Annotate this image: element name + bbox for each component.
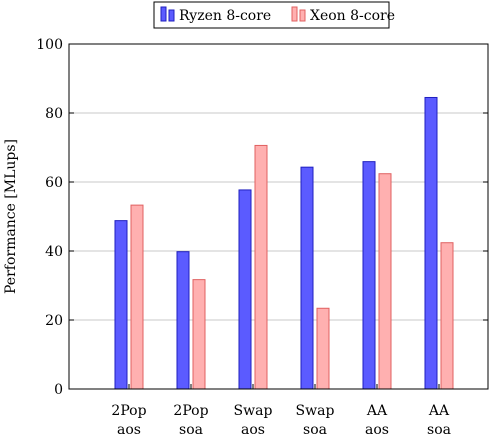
y-tick-label: 80 bbox=[45, 106, 63, 122]
legend-swatch bbox=[160, 6, 167, 22]
x-category-label: Swap bbox=[234, 403, 273, 419]
bars bbox=[114, 96, 454, 390]
x-category-label: 2Pop bbox=[111, 403, 146, 419]
x-category-label: soa bbox=[179, 422, 203, 434]
y-axis-ticks: 0 20 40 60 80 100 bbox=[36, 37, 488, 398]
x-category-label: AA bbox=[428, 403, 450, 419]
bar-xeon bbox=[316, 307, 330, 390]
bar-ryzen bbox=[300, 166, 314, 390]
y-tick-label: 0 bbox=[54, 382, 63, 398]
y-tick-label: 20 bbox=[45, 313, 63, 329]
legend-swatch bbox=[291, 6, 298, 22]
y-tick-label: 40 bbox=[45, 244, 63, 260]
legend: Ryzen 8-core Xeon 8-core bbox=[153, 1, 395, 29]
legend-label: Ryzen 8-core bbox=[179, 8, 271, 24]
y-tick-label: 60 bbox=[45, 175, 63, 191]
legend-label: Xeon 8-core bbox=[310, 8, 395, 24]
legend-swatch bbox=[168, 9, 175, 22]
bar-xeon bbox=[254, 144, 268, 390]
x-category-label: soa bbox=[427, 422, 451, 434]
x-category-label: aos bbox=[241, 422, 265, 434]
x-category-label: aos bbox=[365, 422, 389, 434]
bar-ryzen bbox=[114, 220, 128, 390]
x-category-label: Swap bbox=[296, 403, 335, 419]
plot-frame bbox=[68, 43, 489, 390]
x-category-label: 2Pop bbox=[173, 403, 208, 419]
bar-ryzen bbox=[176, 251, 190, 390]
bar-xeon bbox=[440, 242, 454, 390]
bar-xeon bbox=[130, 204, 144, 390]
bar-xeon bbox=[192, 279, 206, 390]
bar-ryzen bbox=[424, 96, 438, 390]
x-category-label: soa bbox=[303, 422, 327, 434]
x-axis-labels: 2Pop aos 2Pop soa Swap aos Swap soa AA aos AA soa bbox=[111, 384, 451, 434]
bar-xeon bbox=[378, 173, 392, 390]
legend-box bbox=[153, 1, 390, 29]
bar-ryzen bbox=[362, 161, 376, 390]
y-tick-label: 100 bbox=[36, 37, 63, 53]
y-axis-title: Performance [MLups] bbox=[3, 139, 19, 294]
legend-swatch bbox=[299, 9, 306, 22]
x-category-label: aos bbox=[117, 422, 141, 434]
bar-ryzen bbox=[238, 189, 252, 390]
x-category-label: AA bbox=[366, 403, 388, 419]
